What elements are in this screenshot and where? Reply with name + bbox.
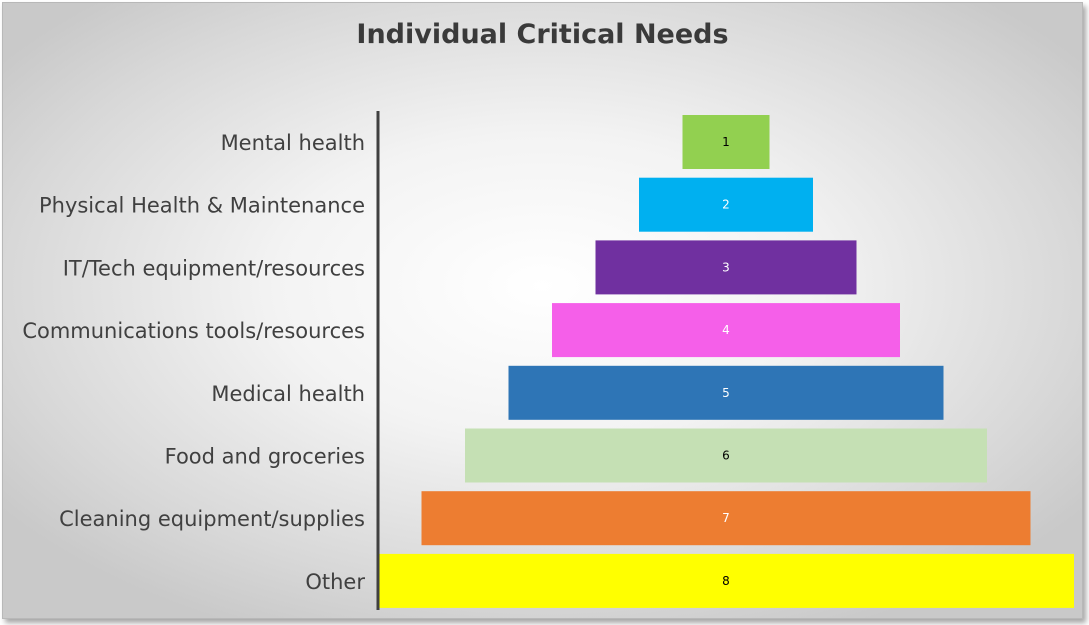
category-label-it-tech-equipment-resources: IT/Tech equipment/resources <box>63 256 365 280</box>
category-label-food-and-groceries: Food and groceries <box>165 445 365 469</box>
bar-group-food-and-groceries: 6 Food and groceries <box>165 428 987 483</box>
data-label-other: 8 <box>722 574 730 588</box>
category-label-cleaning-equipment-supplies: Cleaning equipment/supplies <box>59 507 365 531</box>
bar-group-medical-health: 5 Medical health <box>211 365 944 420</box>
bar-other <box>378 553 1074 608</box>
chart-frame: Individual Critical Needs 1 Mental health… <box>2 2 1083 619</box>
data-label-food-and-groceries: 6 <box>722 449 730 463</box>
chart-title: Individual Critical Needs <box>356 19 729 50</box>
bar-food-and-groceries <box>465 428 987 483</box>
bar-physical-health-maintenance <box>639 177 813 232</box>
category-label-mental-health: Mental health <box>221 131 365 155</box>
data-label-mental-health: 1 <box>722 135 730 149</box>
bar-group-cleaning-equipment-supplies: 7 Cleaning equipment/supplies <box>59 491 1031 546</box>
data-label-communications-tools-resources: 4 <box>722 323 730 337</box>
bar-group-communications-tools-resources: 4 Communications tools/resources <box>22 303 900 358</box>
bar-it-tech-equipment-resources <box>595 240 857 295</box>
data-label-it-tech-equipment-resources: 3 <box>722 260 730 274</box>
data-label-cleaning-equipment-supplies: 7 <box>722 511 730 525</box>
category-label-communications-tools-resources: Communications tools/resources <box>22 319 365 343</box>
data-label-medical-health: 5 <box>722 386 730 400</box>
bar-medical-health <box>508 365 944 420</box>
bar-mental-health <box>682 115 770 169</box>
bar-group-mental-health: 1 Mental health <box>221 115 770 169</box>
plot-area: 1 Mental health 2 Physical Health & Mainten… <box>22 111 1074 610</box>
category-label-medical-health: Medical health <box>211 382 365 406</box>
category-label-other: Other <box>305 570 365 594</box>
bar-group-it-tech-equipment-resources: 3 IT/Tech equipment/resources <box>63 240 857 295</box>
bar-communications-tools-resources <box>552 303 900 358</box>
data-label-physical-health-maintenance: 2 <box>722 198 730 212</box>
bar-group-physical-health-maintenance: 2 Physical Health & Maintenance <box>39 177 813 232</box>
bar-cleaning-equipment-supplies <box>421 491 1031 546</box>
bar-group-other: 8 Other <box>305 553 1074 608</box>
category-label-physical-health-maintenance: Physical Health & Maintenance <box>39 194 365 218</box>
